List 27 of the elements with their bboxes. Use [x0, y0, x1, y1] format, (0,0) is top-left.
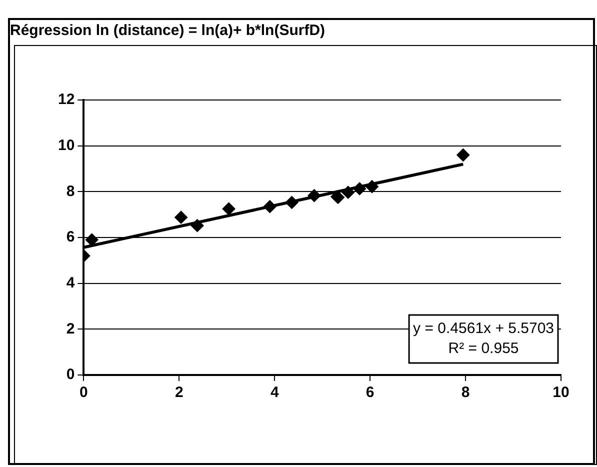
point [190, 219, 204, 232]
point [456, 148, 470, 162]
point [174, 210, 188, 224]
point [285, 196, 298, 209]
x-tick-label: 10 [552, 384, 570, 402]
annotation: y = 0.4561x + 5.5703 [413, 320, 554, 338]
point [85, 233, 98, 246]
y-tick-label: 6 [66, 228, 75, 246]
point [342, 186, 355, 199]
chart-title: Régression ln (distance) = ln(a)+ b*ln(SurfD) [10, 22, 326, 39]
y-tick-label: 12 [58, 91, 75, 108]
x-tick-label: 2 [174, 384, 184, 402]
x-tick-label: 4 [270, 384, 280, 402]
y-tick-label: 0 [66, 366, 75, 384]
annotation: R² = 0.955 [448, 340, 519, 358]
y-tick-label: 4 [66, 274, 76, 292]
point [365, 180, 378, 194]
x-tick-label: 6 [366, 384, 374, 402]
point [308, 189, 321, 202]
x-tick-label: 8 [461, 384, 470, 402]
y-tick-label: 8 [66, 182, 75, 200]
x-tick-label: 0 [80, 384, 88, 402]
point [222, 202, 236, 216]
y-tick-label: 10 [58, 136, 75, 154]
point [263, 200, 276, 214]
y-tick-label: 2 [66, 320, 75, 338]
point [353, 182, 366, 196]
